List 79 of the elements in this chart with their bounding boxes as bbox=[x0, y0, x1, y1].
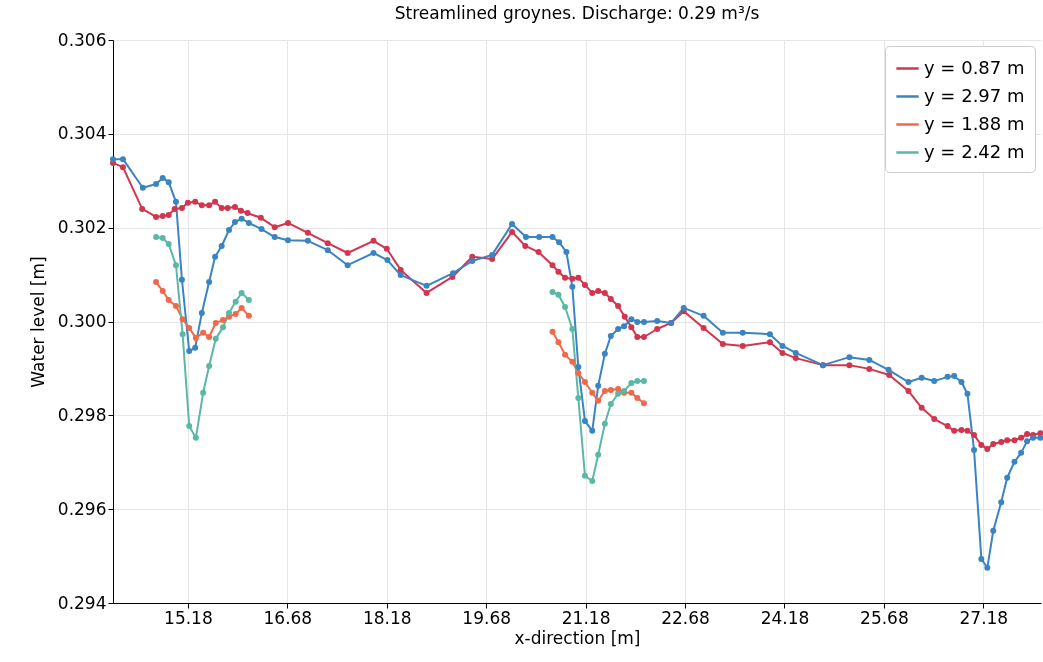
point bbox=[640, 400, 647, 407]
point bbox=[628, 389, 635, 396]
point bbox=[172, 303, 179, 310]
point bbox=[595, 451, 602, 458]
legend-label: y = 0.87 m bbox=[924, 56, 1025, 78]
point bbox=[569, 326, 576, 332]
point bbox=[549, 328, 556, 335]
x-axis-title: x-direction [m] bbox=[514, 627, 641, 648]
point bbox=[206, 363, 213, 370]
point bbox=[179, 331, 186, 338]
point bbox=[159, 288, 166, 294]
point bbox=[634, 394, 641, 401]
x-tick-label: 16.68 bbox=[263, 607, 313, 628]
point bbox=[220, 324, 227, 331]
point bbox=[245, 312, 252, 319]
point bbox=[589, 478, 596, 485]
point bbox=[601, 420, 608, 427]
x-tick-label: 15.18 bbox=[164, 607, 213, 628]
x-tick-label: 22.68 bbox=[661, 607, 710, 628]
point bbox=[186, 423, 193, 430]
point bbox=[640, 378, 647, 385]
point bbox=[153, 234, 160, 241]
point bbox=[165, 296, 172, 303]
x-tick-label: 25.68 bbox=[860, 607, 909, 628]
y-tick-label: 0.302 bbox=[57, 217, 107, 238]
point bbox=[212, 335, 219, 342]
point bbox=[206, 333, 213, 340]
point bbox=[200, 329, 207, 336]
point bbox=[607, 387, 614, 393]
x-tick-label: 24.18 bbox=[760, 607, 810, 628]
chart-title: Streamlined groynes. Discharge: 0.29 m³/s bbox=[394, 3, 760, 23]
y-axis-title: Water level [m] bbox=[27, 256, 48, 388]
point bbox=[634, 378, 641, 385]
point bbox=[562, 351, 569, 358]
y-tick-label: 0.296 bbox=[57, 498, 107, 519]
x-tick-label: 18.18 bbox=[362, 607, 412, 628]
x-tick-label: 21.18 bbox=[561, 607, 611, 628]
x-tick-label: 27.18 bbox=[959, 607, 1009, 628]
point bbox=[245, 296, 252, 303]
point bbox=[220, 317, 227, 324]
point bbox=[601, 387, 608, 394]
point bbox=[628, 379, 635, 386]
legend-label: y = 2.42 m bbox=[924, 140, 1025, 162]
legend-label: y = 1.88 m bbox=[924, 112, 1025, 134]
point bbox=[238, 289, 245, 296]
point bbox=[153, 279, 160, 286]
point bbox=[575, 370, 582, 377]
point bbox=[186, 325, 193, 332]
point bbox=[238, 304, 245, 311]
point bbox=[172, 262, 179, 269]
point bbox=[192, 434, 199, 441]
point bbox=[549, 288, 556, 295]
point bbox=[607, 401, 614, 408]
y-tick-label: 0.300 bbox=[57, 311, 107, 331]
point bbox=[615, 386, 622, 393]
legend-label: y = 2.97 m bbox=[924, 84, 1025, 106]
point bbox=[595, 397, 602, 404]
point bbox=[192, 334, 199, 341]
x-tick-label: 19.68 bbox=[462, 607, 512, 628]
point bbox=[555, 339, 562, 346]
point bbox=[555, 291, 562, 298]
point bbox=[232, 298, 239, 305]
point bbox=[165, 241, 172, 248]
point bbox=[575, 394, 582, 401]
point bbox=[562, 303, 569, 310]
point bbox=[159, 234, 166, 241]
point bbox=[615, 390, 622, 397]
point bbox=[179, 316, 186, 323]
point bbox=[200, 389, 207, 396]
y-tick-label: 0.298 bbox=[57, 404, 107, 425]
point bbox=[589, 389, 596, 396]
y-tick-label: 0.294 bbox=[57, 592, 107, 613]
y-tick-label: 0.304 bbox=[57, 123, 107, 144]
point bbox=[212, 319, 219, 326]
point bbox=[569, 358, 576, 365]
point bbox=[581, 379, 588, 386]
point bbox=[232, 311, 239, 317]
point bbox=[581, 472, 588, 479]
y-tick-label: 0.306 bbox=[57, 29, 107, 50]
